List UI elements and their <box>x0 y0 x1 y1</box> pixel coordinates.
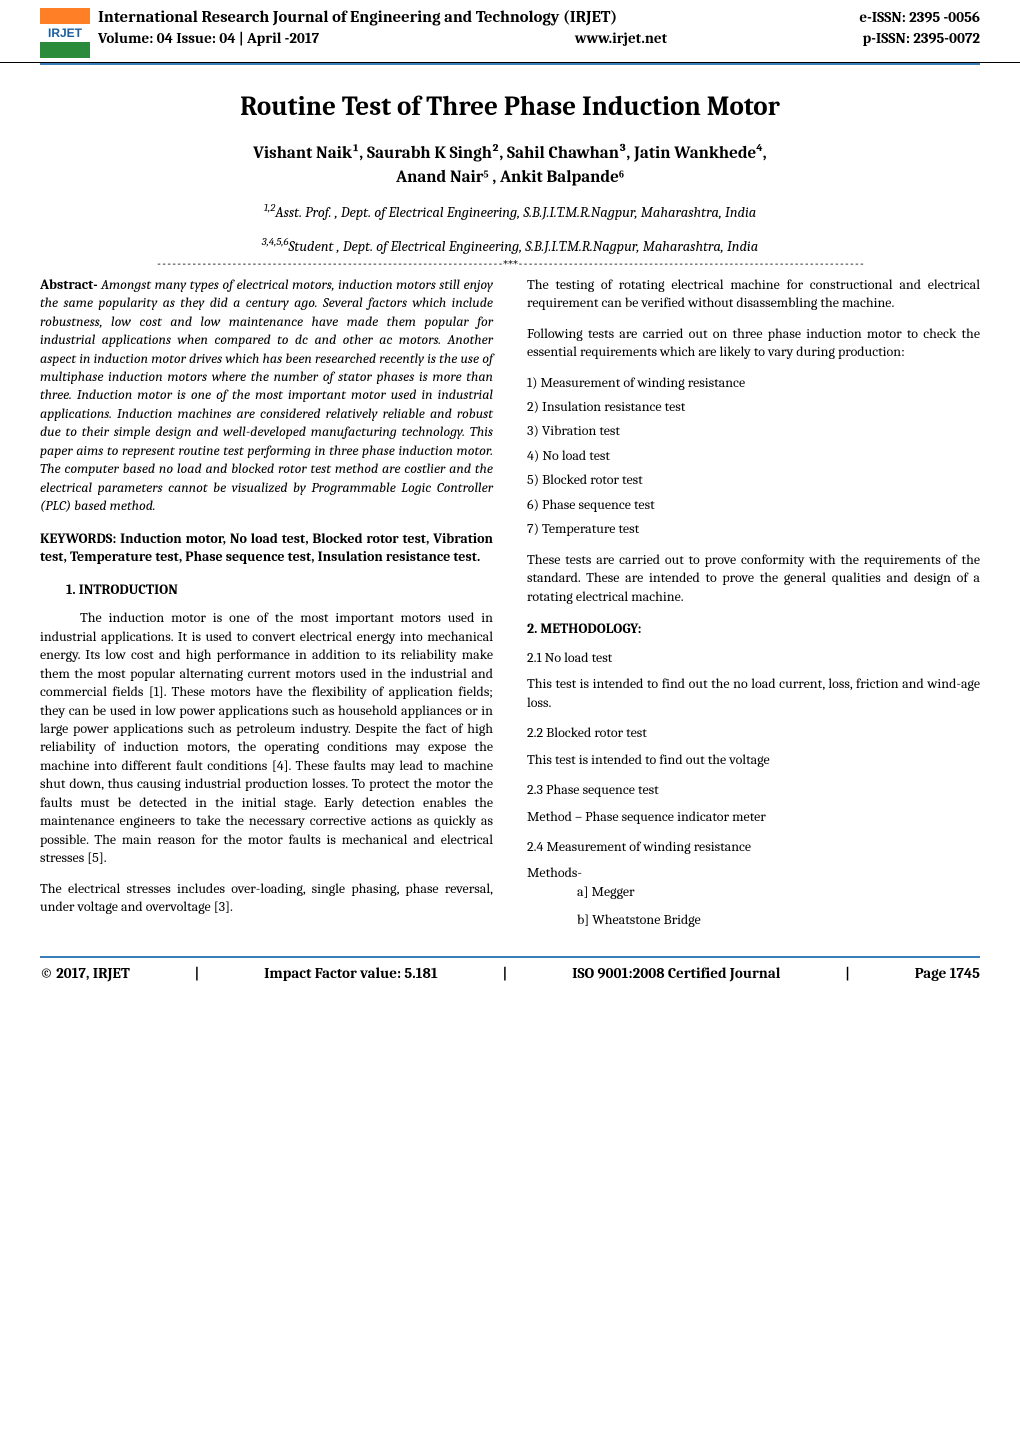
two-column-body: Abstract- Amongst many types of electric… <box>0 276 1020 930</box>
intro-heading: 1. INTRODUCTION <box>66 581 493 599</box>
right-para-1: The testing of rotating electrical machi… <box>527 276 980 313</box>
header-rule <box>40 63 980 65</box>
test-item-4: 4) No load test <box>527 447 980 465</box>
intro-para-1: The induction motor is one of the most i… <box>40 609 493 868</box>
journal-title: International Research Journal of Engine… <box>98 8 617 27</box>
sub-2-4-text: Methods- <box>527 864 980 882</box>
authors-line-1: Vishant Naik¹, Saurabh K Singh², Sahil C… <box>40 144 980 163</box>
left-column: Abstract- Amongst many types of electric… <box>40 276 493 930</box>
intro-para-2: The electrical stresses includes over-lo… <box>40 880 493 917</box>
affil1-text: Asst. Prof. , Dept. of Electrical Engine… <box>275 204 756 221</box>
test-item-3: 3) Vibration test <box>527 422 980 440</box>
test-item-7: 7) Temperature test <box>527 520 980 538</box>
right-para-3: These tests are carried out to prove con… <box>527 551 980 606</box>
abstract-label: Abstract- <box>40 276 98 293</box>
methodology-heading: 2. METHODOLOGY: <box>527 620 980 638</box>
right-column: The testing of rotating electrical machi… <box>527 276 980 930</box>
journal-url: www.irjet.net <box>575 29 667 47</box>
footer-copyright: © 2017, IRJET <box>40 964 130 982</box>
svg-text:IRJET: IRJET <box>48 26 83 40</box>
irjet-logo: IRJET <box>40 8 90 58</box>
test-item-2: 2) Insulation resistance test <box>527 398 980 416</box>
footer-page: Page 1745 <box>915 964 980 982</box>
test-item-1: 1) Measurement of winding resistance <box>527 374 980 392</box>
volume-issue: Volume: 04 Issue: 04 | April -2017 <box>98 29 319 47</box>
sub-2-4: 2.4 Measurement of winding resistance <box>527 838 980 856</box>
sub-2-1-text: This test is intended to find out the no… <box>527 675 980 712</box>
meth-heading-text: 2. METHODOLOGY: <box>527 620 641 637</box>
page: IRJET International Research Journal of … <box>0 0 1020 996</box>
footer-iso: ISO 9001:2008 Certified Journal <box>572 964 780 982</box>
footer-sep-2: | <box>503 964 508 982</box>
sub-2-2-text: This test is intended to find out the vo… <box>527 751 980 769</box>
sub-2-2: 2.2 Blocked rotor test <box>527 724 980 742</box>
header-text-block: International Research Journal of Engine… <box>98 8 980 47</box>
method-b: b] Wheatstone Bridge <box>577 911 980 929</box>
journal-row: International Research Journal of Engine… <box>98 8 980 27</box>
abstract-body: Amongst many types of electrical motors,… <box>40 276 493 515</box>
affil2-text: Student , Dept. of Electrical Engineerin… <box>289 238 759 255</box>
affiliation-1: 1,2Asst. Prof. , Dept. of Electrical Eng… <box>40 201 980 221</box>
issue-row: Volume: 04 Issue: 04 | April -2017 www.i… <box>98 29 980 47</box>
sub-2-3-text: Method – Phase sequence indicator meter <box>527 808 980 826</box>
sub-2-3: 2.3 Phase sequence test <box>527 781 980 799</box>
right-para-2: Following tests are carried out on three… <box>527 325 980 362</box>
footer-impact: Impact Factor value: 5.181 <box>264 964 438 982</box>
paper-title: Routine Test of Three Phase Induction Mo… <box>40 91 980 122</box>
sub-2-1: 2.1 No load test <box>527 649 980 667</box>
section-divider: ----------------------------------------… <box>40 259 980 270</box>
keywords: KEYWORDS: Induction motor, No load test,… <box>40 530 493 567</box>
p-issn: p-ISSN: 2395-0072 <box>863 29 980 47</box>
test-item-6: 6) Phase sequence test <box>527 496 980 514</box>
e-issn: e-ISSN: 2395 -0056 <box>859 8 980 26</box>
test-item-5: 5) Blocked rotor test <box>527 471 980 489</box>
method-a: a] Megger <box>577 883 980 901</box>
footer-sep-3: | <box>845 964 850 982</box>
authors-line-2: Anand Nair⁵ , Ankit Balpande⁶ <box>40 167 980 187</box>
footer-sep-1: | <box>195 964 200 982</box>
abstract-paragraph: Abstract- Amongst many types of electric… <box>40 276 493 516</box>
page-footer: © 2017, IRJET | Impact Factor value: 5.1… <box>40 956 980 996</box>
page-header: IRJET International Research Journal of … <box>0 0 1020 63</box>
affiliation-2: 3,4,5,6Student , Dept. of Electrical Eng… <box>40 235 980 255</box>
